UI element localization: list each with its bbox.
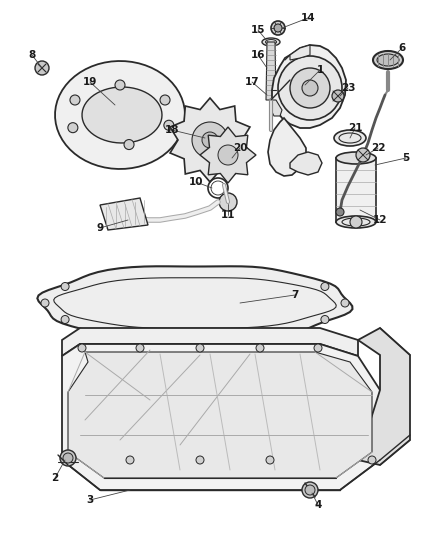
Circle shape [160,95,170,105]
Text: 12: 12 [373,215,387,225]
Circle shape [356,148,370,162]
Text: 16: 16 [251,50,265,60]
Text: 6: 6 [399,43,406,53]
Polygon shape [55,61,185,169]
Circle shape [63,453,73,463]
Circle shape [274,24,282,32]
Circle shape [341,299,349,307]
Circle shape [115,80,125,90]
Text: 23: 23 [341,83,355,93]
Circle shape [332,90,344,102]
Polygon shape [336,158,376,222]
Circle shape [196,456,204,464]
Polygon shape [82,87,162,143]
Text: 7: 7 [291,290,299,300]
Circle shape [60,450,76,466]
Circle shape [136,344,144,352]
Circle shape [192,122,228,158]
Text: 20: 20 [233,143,247,153]
Circle shape [302,482,318,498]
Polygon shape [358,328,410,465]
Ellipse shape [262,38,280,46]
Circle shape [218,145,238,165]
Polygon shape [272,45,346,128]
Ellipse shape [373,51,403,69]
Circle shape [350,216,362,228]
Circle shape [321,282,329,290]
Circle shape [302,80,318,96]
Circle shape [314,344,322,352]
Text: 9: 9 [96,223,103,233]
Ellipse shape [334,130,366,146]
Circle shape [64,456,72,464]
Polygon shape [170,98,250,182]
Text: 21: 21 [348,123,362,133]
Text: 18: 18 [165,125,179,135]
Circle shape [305,485,315,495]
Circle shape [126,456,134,464]
Polygon shape [266,42,276,100]
Circle shape [278,56,342,120]
Circle shape [336,208,344,216]
Ellipse shape [336,152,376,164]
Text: 19: 19 [83,77,97,87]
Circle shape [35,61,49,75]
Ellipse shape [377,54,399,66]
Circle shape [271,21,285,35]
Polygon shape [270,100,282,116]
Polygon shape [62,344,380,490]
Circle shape [164,120,174,130]
Polygon shape [62,328,358,356]
Ellipse shape [336,216,376,228]
Circle shape [61,316,69,324]
Text: 10: 10 [189,177,203,187]
Text: 22: 22 [371,143,385,153]
Circle shape [266,456,274,464]
Text: 15: 15 [251,25,265,35]
Circle shape [70,95,80,105]
Circle shape [68,123,78,133]
Circle shape [256,344,264,352]
Text: 3: 3 [86,495,94,505]
Polygon shape [100,198,148,230]
Polygon shape [290,152,322,175]
Text: 5: 5 [403,153,410,163]
Circle shape [124,140,134,150]
Text: 14: 14 [301,13,315,23]
Polygon shape [290,45,310,60]
Circle shape [61,282,69,290]
Circle shape [321,316,329,324]
Circle shape [290,68,330,108]
Circle shape [368,456,376,464]
Text: 1: 1 [316,65,324,75]
Polygon shape [200,127,256,183]
Circle shape [78,344,86,352]
Text: 4: 4 [314,500,321,510]
Polygon shape [68,352,372,478]
Circle shape [196,344,204,352]
Circle shape [219,193,237,211]
Text: 17: 17 [245,77,259,87]
Circle shape [202,132,218,148]
Circle shape [41,299,49,307]
Text: 2: 2 [51,473,59,483]
Polygon shape [268,118,306,176]
Text: 8: 8 [28,50,35,60]
Polygon shape [37,266,353,340]
Text: 11: 11 [221,210,235,220]
